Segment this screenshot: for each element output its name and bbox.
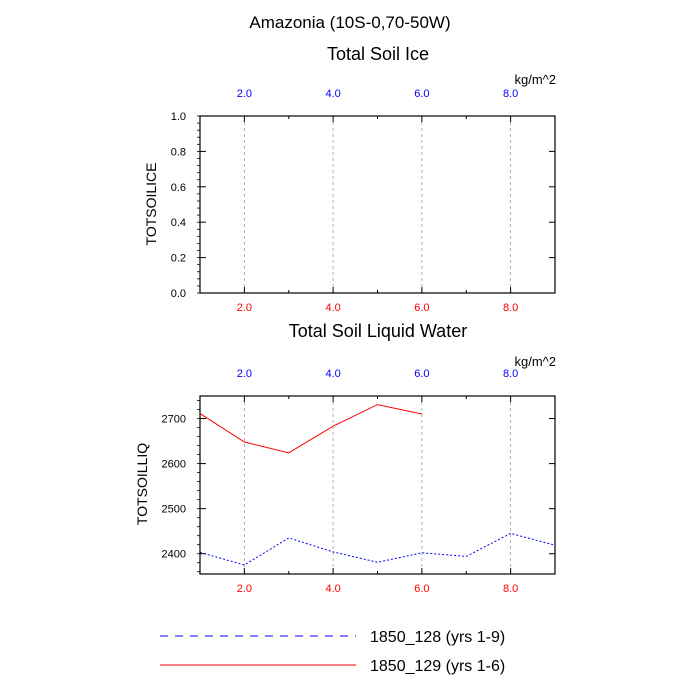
x-tick-label-top: 2.0 <box>237 368 252 380</box>
x-tick-label-bottom: 2.0 <box>237 583 252 595</box>
x-tick-label-bottom: 6.0 <box>414 302 429 314</box>
plot-frame <box>199 115 556 294</box>
legend-label-1850-129: 1850_129 (yrs 1-6) <box>370 658 505 675</box>
soil-ice-ylabel: TOTSOILICE <box>143 163 159 246</box>
soil-liquid-panel: Total Soil Liquid Water kg/m^2 TOTSOILLI… <box>134 321 556 595</box>
x-tick-label-top: 4.0 <box>325 368 340 380</box>
x-tick-label-bottom: 8.0 <box>503 302 518 314</box>
x-tick-label-bottom: 2.0 <box>237 302 252 314</box>
y-tick-label: 0.2 <box>171 253 186 265</box>
soil-liquid-units: kg/m^2 <box>514 354 556 369</box>
legend: 1850_128 (yrs 1-9) 1850_129 (yrs 1-6) <box>160 629 505 675</box>
soil-liquid-title: Total Soil Liquid Water <box>289 321 467 341</box>
y-tick-label: 0.0 <box>171 288 186 300</box>
plot-frame <box>199 395 556 575</box>
x-tick-label-top: 4.0 <box>325 88 340 100</box>
x-tick-label-top: 8.0 <box>503 368 518 380</box>
x-tick-label-top: 8.0 <box>503 88 518 100</box>
x-tick-label-top: 2.0 <box>237 88 252 100</box>
y-tick-label: 2600 <box>162 459 186 471</box>
x-tick-label-bottom: 8.0 <box>503 583 518 595</box>
soil-ice-panel: Total Soil Ice kg/m^2 TOTSOILICE 2.0 4.0 6… <box>143 44 556 314</box>
x-tick-label-top: 6.0 <box>414 368 429 380</box>
x-tick-label-top: 6.0 <box>414 88 429 100</box>
y-tick-label: 0.6 <box>171 182 186 194</box>
y-tick-label: 2500 <box>162 504 186 516</box>
legend-label-1850-128: 1850_128 (yrs 1-9) <box>370 629 505 646</box>
soil-ice-title: Total Soil Ice <box>327 44 429 64</box>
y-tick-label: 2700 <box>162 414 186 426</box>
soil-ice-units: kg/m^2 <box>514 72 556 87</box>
y-tick-label: 2400 <box>162 549 186 561</box>
y-tick-label: 1.0 <box>171 111 186 123</box>
x-tick-label-bottom: 4.0 <box>325 583 340 595</box>
y-tick-label: 0.4 <box>171 217 186 229</box>
region-title: Amazonia (10S-0,70-50W) <box>249 13 450 32</box>
y-tick-label: 0.8 <box>171 146 186 158</box>
x-tick-label-bottom: 4.0 <box>325 302 340 314</box>
series-line-1 <box>199 404 423 454</box>
series-line-0 <box>199 532 556 566</box>
x-tick-label-bottom: 6.0 <box>414 583 429 595</box>
soil-liquid-ylabel: TOTSOILLIQ <box>134 443 150 525</box>
